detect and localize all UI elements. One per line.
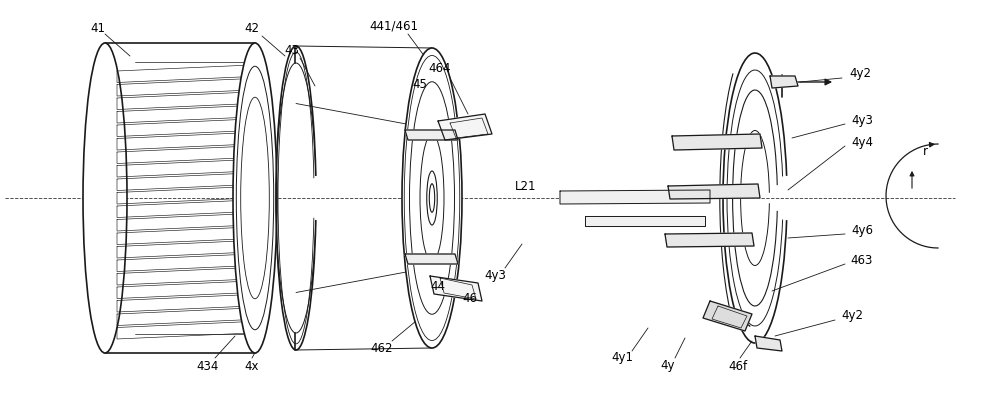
Text: 441/461: 441/461 (370, 19, 418, 32)
Text: 46f: 46f (728, 360, 748, 373)
Text: r: r (922, 145, 928, 158)
Polygon shape (405, 130, 458, 140)
Text: 45: 45 (413, 78, 427, 91)
Ellipse shape (83, 43, 127, 353)
Text: L21: L21 (515, 179, 536, 192)
Text: 4y2: 4y2 (849, 67, 871, 80)
Ellipse shape (233, 43, 277, 353)
Polygon shape (770, 76, 798, 88)
Text: 4x: 4x (245, 360, 259, 373)
Text: 4y3: 4y3 (484, 270, 506, 282)
Polygon shape (665, 233, 754, 247)
Polygon shape (430, 276, 482, 301)
Polygon shape (672, 134, 762, 150)
Text: 42: 42 (244, 21, 260, 34)
Text: 464: 464 (429, 61, 451, 74)
Polygon shape (755, 336, 782, 351)
Polygon shape (405, 254, 458, 264)
Text: 4y4: 4y4 (851, 135, 873, 148)
Polygon shape (560, 190, 710, 204)
Polygon shape (585, 216, 705, 226)
Ellipse shape (427, 171, 437, 225)
Text: 4y2: 4y2 (841, 310, 863, 322)
Text: 43: 43 (285, 44, 299, 57)
Polygon shape (438, 114, 492, 140)
Text: 4y: 4y (661, 360, 675, 373)
Ellipse shape (402, 48, 462, 348)
Text: 46: 46 (462, 291, 478, 305)
Text: 462: 462 (371, 341, 393, 354)
Text: 4y1: 4y1 (611, 352, 633, 364)
Polygon shape (703, 301, 752, 331)
Text: 4y6: 4y6 (851, 223, 873, 236)
Text: 44: 44 (430, 280, 446, 293)
Text: 463: 463 (851, 253, 873, 267)
Text: 41: 41 (90, 21, 106, 34)
Text: 4y3: 4y3 (851, 114, 873, 126)
Text: 434: 434 (197, 360, 219, 373)
Polygon shape (668, 184, 760, 199)
